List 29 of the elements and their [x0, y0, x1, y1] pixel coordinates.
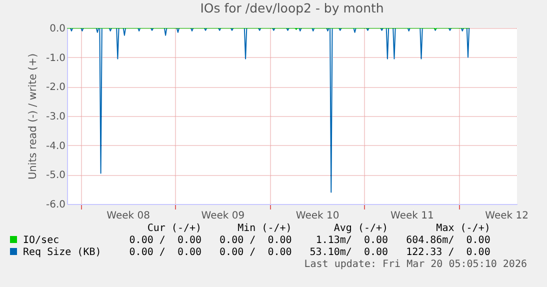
chart-title: IOs for /dev/loop2 - by month: [200, 0, 384, 16]
legend-label: Req Size (KB): [22, 247, 102, 259]
text: 0.00 / 0.00: [128, 235, 202, 247]
text: Avg (-/+): [332, 223, 388, 235]
y-tick-label: -3.0: [46, 112, 66, 122]
text: 604.86m/ 0.00: [405, 235, 490, 247]
legend-label: IO/sec: [22, 235, 60, 247]
text: 122.33 / 0.00: [405, 247, 490, 259]
x-tick-label: Week 10: [296, 210, 340, 222]
y-tick-label: -4.0: [46, 140, 66, 152]
text: 0.00 / 0.00: [128, 247, 202, 259]
y-tick-label: -1.0: [46, 52, 66, 64]
y-tick-label: -2.0: [46, 82, 66, 94]
x-tick-label: Week 09: [201, 210, 245, 222]
text: 1.13m/ 0.00: [314, 235, 388, 247]
x-tick-label: Week 12: [485, 210, 528, 222]
text: 0.00 / 0.00: [218, 247, 292, 259]
text: Max (-/+): [435, 223, 490, 235]
text: 53.10m/ 0.00: [308, 247, 388, 259]
x-tick-label: Week 11: [390, 210, 434, 222]
text: 0.00 / 0.00: [218, 235, 292, 247]
text: Last update: Fri Mar 20 05:05:10 2026: [304, 259, 527, 270]
x-tick-label: Week 08: [106, 210, 150, 222]
y-tick-label: -5.0: [46, 170, 66, 182]
y-tick-label: 0.0: [50, 24, 66, 34]
y-axis-title: Units read (-) / write (+): [26, 53, 39, 180]
text: Min (-/+): [236, 223, 292, 235]
y-tick-label: -6.0: [46, 200, 66, 210]
text: Cur (-/+): [146, 223, 202, 235]
